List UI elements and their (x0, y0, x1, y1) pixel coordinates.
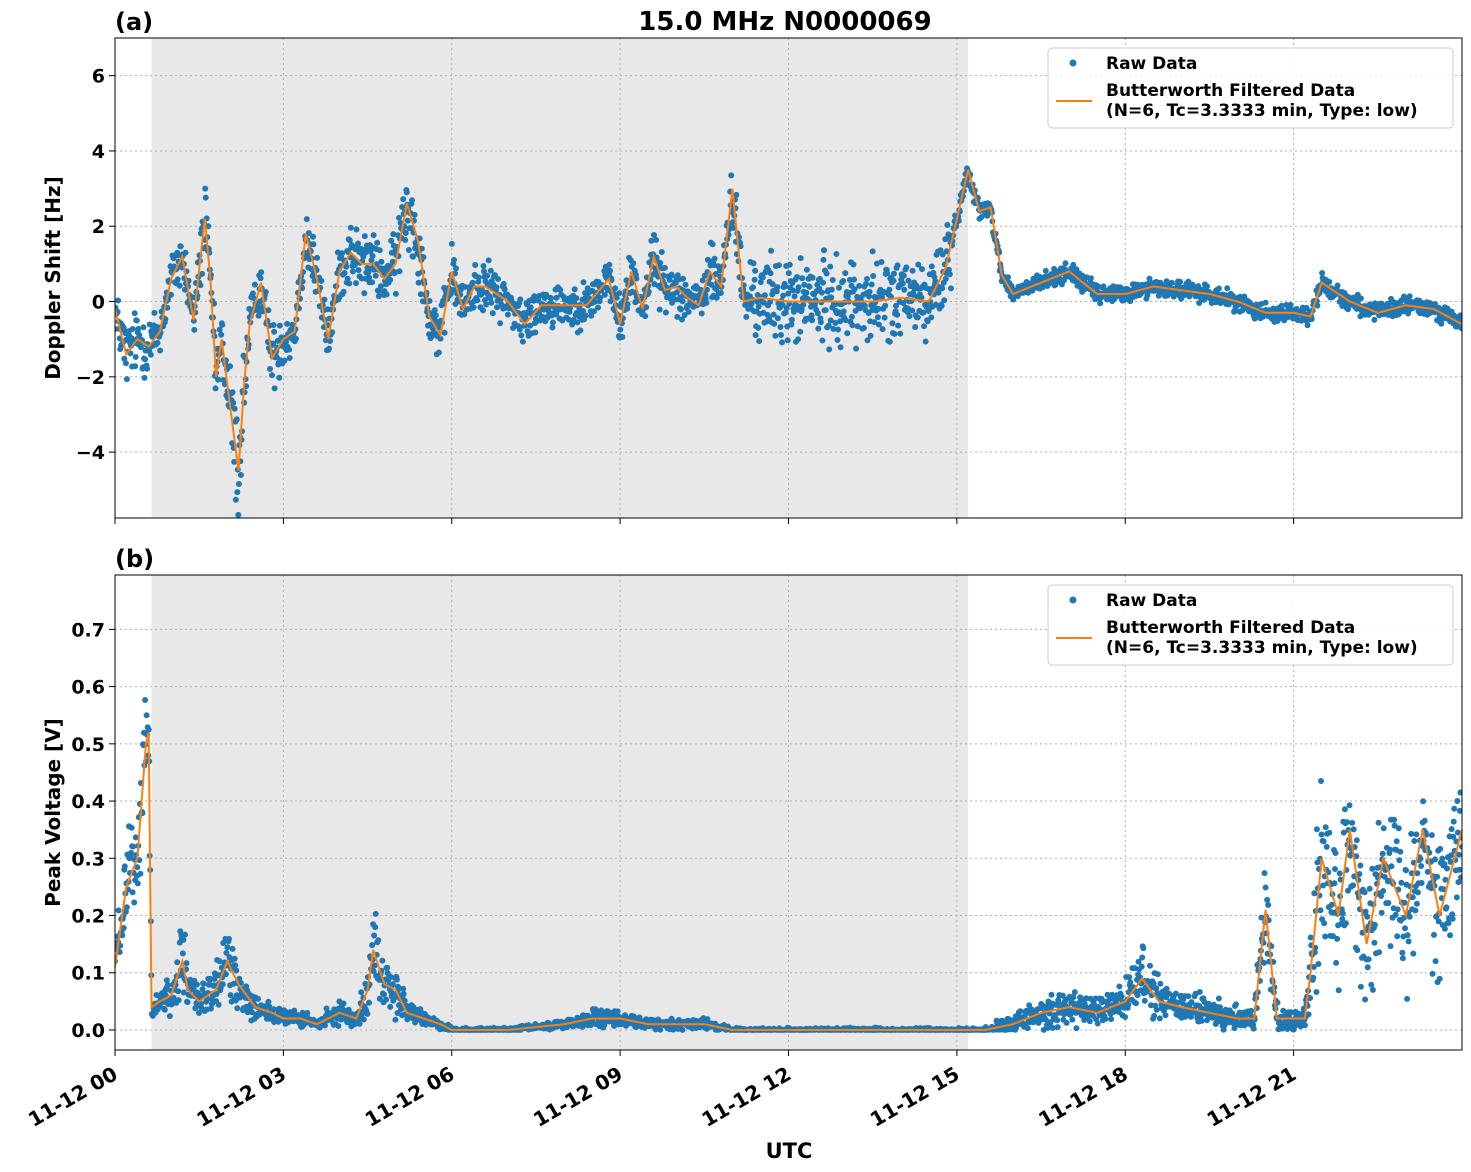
y-tick-label: 2 (92, 216, 105, 238)
raw-data-markers (115, 165, 1462, 518)
shaded-interval (151, 575, 969, 1050)
y-tick-label: 6 (92, 66, 105, 88)
y-tick-label: 4 (92, 141, 105, 163)
panel-a: (a) 6 4 2 0 −2 −4 Doppler Shift [Hz] Raw Data But… (41, 8, 1463, 524)
panel-label: (a) (115, 8, 153, 36)
x-tick-label: 11-12 09 (529, 1062, 627, 1132)
legend-filtered-label: Butterworth Filtered Data (1106, 81, 1355, 101)
legend-raw-marker (1069, 59, 1077, 67)
x-tick-label: 11-12 18 (1034, 1062, 1132, 1132)
y-tick-label: 0.2 (71, 906, 105, 928)
y-axis-label: Doppler Shift [Hz] (41, 176, 65, 380)
figure-title: 15.0 MHz N0000069 (638, 7, 931, 37)
y-tick-label: 0.1 (71, 963, 105, 985)
panel-label: (b) (115, 545, 154, 573)
x-tick-label: 11-12 21 (1203, 1062, 1301, 1132)
y-tick-label: 0.7 (71, 619, 105, 641)
x-tick-label: 11-12 12 (697, 1062, 795, 1132)
legend-raw-label: Raw Data (1106, 591, 1197, 611)
y-tick-label: −2 (76, 367, 105, 389)
y-tick-label: 0.5 (71, 734, 105, 756)
filtered-data-line (115, 169, 1462, 472)
y-tick-label: 0.0 (71, 1020, 105, 1042)
y-axis-label: Peak Voltage [V] (41, 718, 65, 907)
y-tick-label: 0.3 (71, 848, 105, 870)
y-tick-label: 0.6 (71, 677, 105, 699)
x-axis-label: UTC (766, 1139, 813, 1163)
panel-b: (b) 0.0 0.1 0.2 0.3 0.4 0.5 0.6 0.7 Peak Voltage … (41, 545, 1463, 1056)
y-tick-label: 0.4 (71, 791, 105, 813)
shaded-interval (151, 38, 969, 518)
x-tick-label: 11-12 06 (361, 1062, 459, 1132)
filtered-data-line (115, 732, 1462, 1031)
x-tick-label: 11-12 00 (24, 1062, 122, 1132)
legend-box (1047, 47, 1454, 129)
legend-raw-label: Raw Data (1106, 54, 1197, 74)
legend-filtered-params: (N=6, Tc=3.3333 min, Type: low) (1106, 101, 1418, 121)
y-tick-label: 0 (92, 292, 105, 314)
legend-filtered-params: (N=6, Tc=3.3333 min, Type: low) (1106, 638, 1418, 658)
legend: Raw Data Butterworth Filtered Data(N=6, T… (1047, 47, 1454, 129)
legend-box (1047, 584, 1454, 666)
legend: Raw Data Butterworth Filtered Data(N=6, T… (1047, 584, 1454, 666)
legend-filtered-label: Butterworth Filtered Data (1106, 618, 1355, 638)
x-tick-label: 11-12 15 (866, 1062, 964, 1132)
y-tick-label: −4 (76, 442, 105, 464)
legend-raw-marker (1069, 596, 1077, 604)
raw-data-points (115, 165, 1462, 518)
x-tick-label: 11-12 03 (192, 1062, 290, 1132)
